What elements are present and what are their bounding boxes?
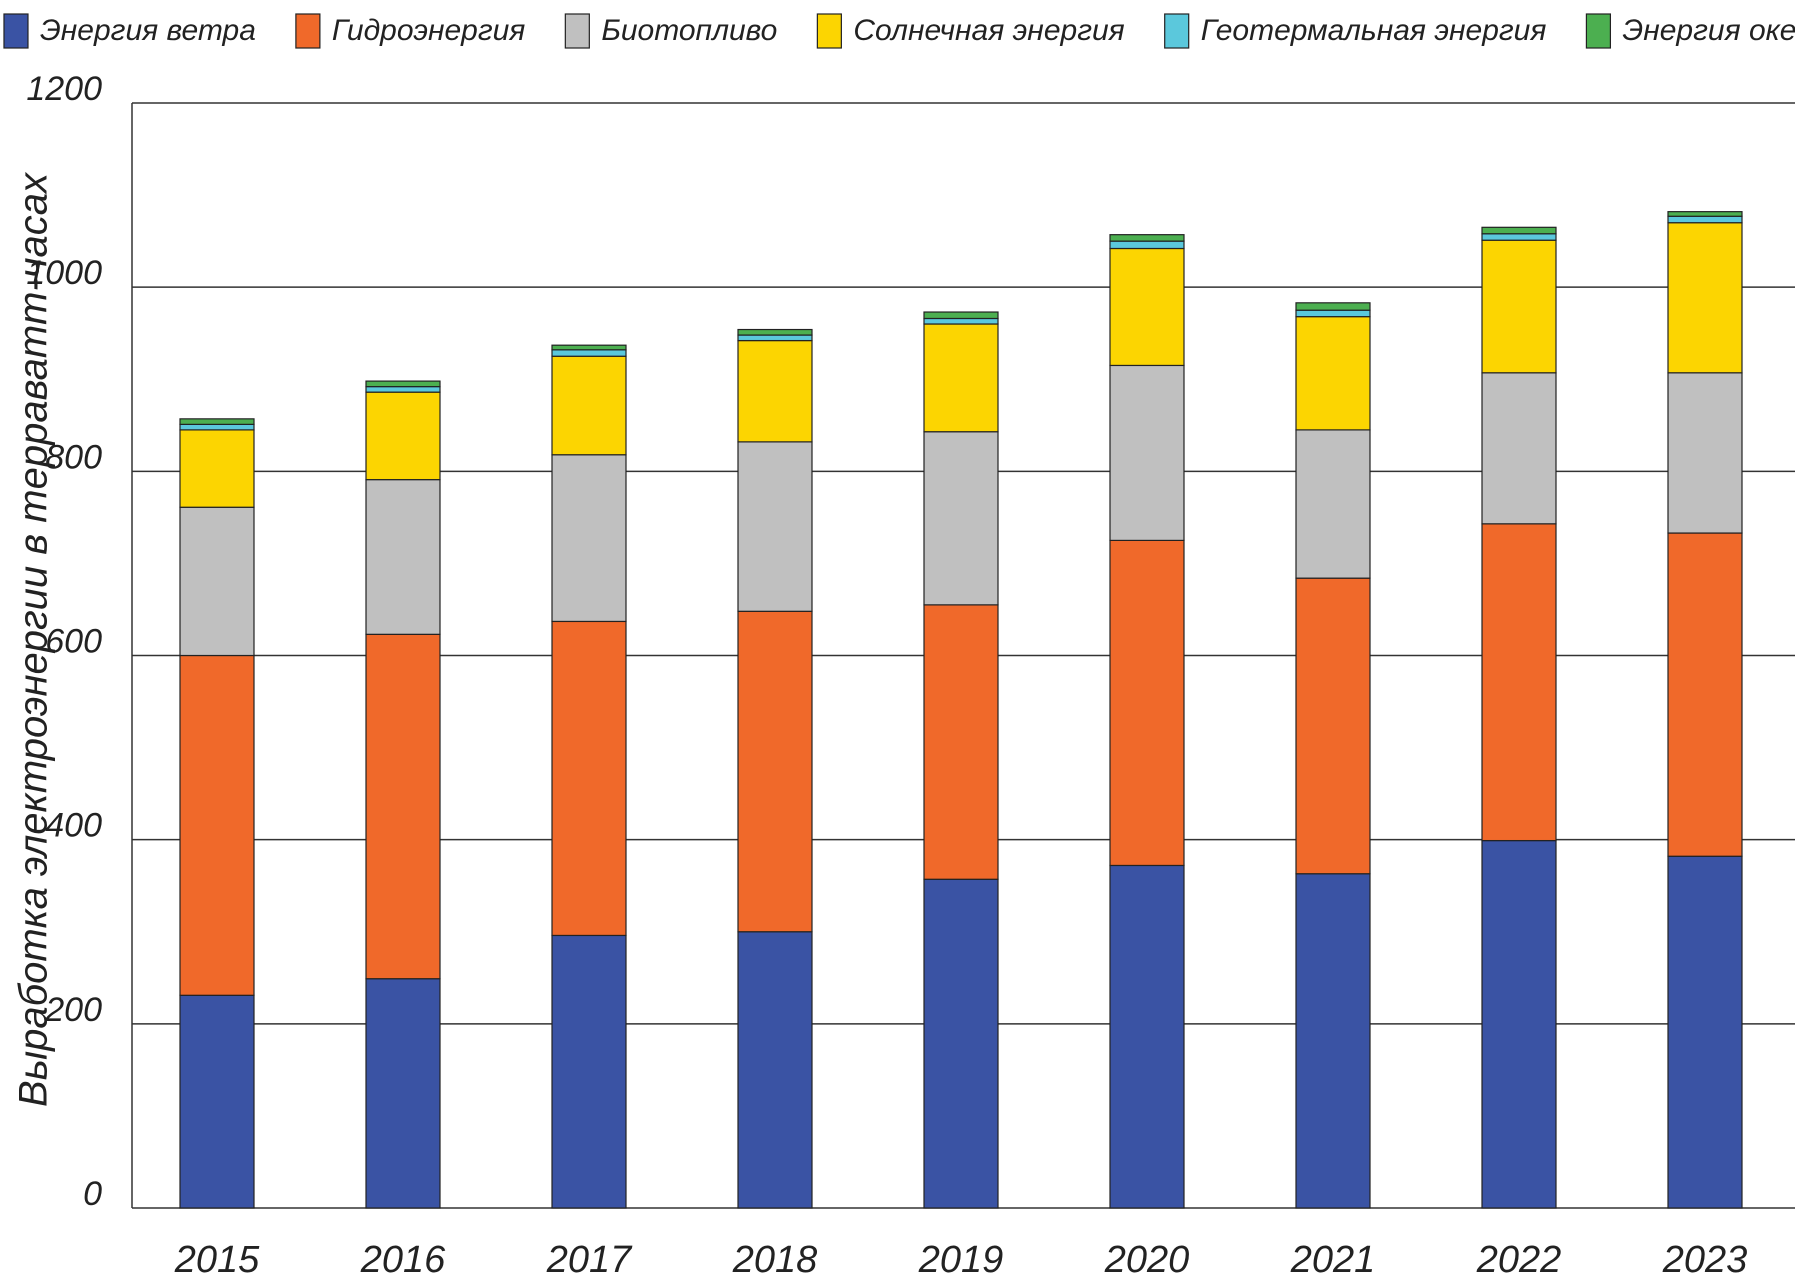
legend-label: Геотермальная энергия (1201, 14, 1547, 47)
x-tick-label: 2023 (1662, 1239, 1748, 1281)
bar-segment (1481, 372, 1557, 525)
bar-segment (179, 506, 255, 657)
bar-segment (551, 349, 627, 357)
legend-swatch (564, 13, 590, 49)
legend-label: Энергия ветра (40, 14, 256, 47)
bar-segment (923, 878, 999, 1209)
x-tick-label: 2020 (1104, 1239, 1190, 1281)
bar-segment (551, 934, 627, 1209)
bar-segment (737, 334, 813, 342)
bar-segment (1295, 873, 1371, 1209)
bar-segment (1295, 316, 1371, 431)
bar-segment (1667, 372, 1743, 534)
x-tick-label: 2021 (1290, 1239, 1376, 1281)
bar-segment (737, 441, 813, 612)
bar-segment (1109, 864, 1185, 1209)
x-tick-label: 2022 (1476, 1239, 1562, 1281)
bar-segment (551, 454, 627, 623)
legend-swatch (295, 13, 321, 49)
bar-segment (551, 344, 627, 351)
y-tick-label: 800 (45, 438, 102, 476)
legend-swatch (3, 13, 29, 49)
bar-segment (1295, 429, 1371, 579)
bar-segment (1109, 539, 1185, 867)
bar-segment (1295, 577, 1371, 875)
bar-segment (551, 355, 627, 456)
x-tick-label: 2016 (360, 1239, 446, 1281)
x-tick-label: 2019 (918, 1239, 1004, 1281)
bar-segment (923, 323, 999, 433)
legend-label: Солнечная энергия (853, 14, 1124, 47)
y-tick-label: 0 (83, 1175, 102, 1213)
bar-segment (365, 386, 441, 393)
bar-segment (737, 931, 813, 1209)
bar-segment (179, 994, 255, 1209)
bar-segment (1667, 215, 1743, 224)
legend-swatch (816, 13, 842, 49)
y-tick-label: 600 (45, 622, 102, 660)
bar-segment (1295, 309, 1371, 318)
legend-label: Энергия океана (1622, 14, 1795, 47)
bar-segment (1667, 211, 1743, 217)
legend-label: Биотопливо (601, 14, 777, 47)
y-tick-label: 1200 (26, 70, 102, 108)
y-tick-label: 1000 (26, 254, 102, 292)
bar-segment (737, 339, 813, 443)
bar-segment (1481, 523, 1557, 842)
bar-segment (365, 633, 441, 980)
y-tick-label: 200 (44, 991, 102, 1029)
bar-segment (1667, 532, 1743, 857)
bar-segment (365, 479, 441, 635)
bar-segment (1481, 226, 1557, 235)
bar-segment (923, 311, 999, 320)
bar-segment (551, 620, 627, 937)
bar-segment (1109, 234, 1185, 242)
bar-segment (1481, 233, 1557, 241)
bar-segment (1481, 239, 1557, 374)
bar-segment (923, 431, 999, 606)
bar-segment (1481, 839, 1557, 1209)
bar-segment (1667, 222, 1743, 374)
bar-segment (1109, 240, 1185, 250)
bar-segment (737, 328, 813, 336)
x-tick-label: 2017 (546, 1239, 633, 1281)
bar-segment (923, 317, 999, 325)
bar-segment (179, 423, 255, 431)
bar-segment (1667, 855, 1743, 1209)
bar-segment (737, 610, 813, 933)
legend-swatch (1585, 13, 1612, 49)
y-tick-label: 400 (45, 807, 102, 845)
bar-segment (365, 391, 441, 481)
bar-segment (365, 978, 441, 1209)
y-axis-title: Выработка электроэнергии в терраватт-час… (12, 171, 56, 1107)
bar-segment (179, 654, 255, 996)
x-tick-label: 2015 (174, 1239, 260, 1281)
legend-label: Гидроэнергия (332, 14, 525, 47)
bar-segment (1295, 302, 1371, 311)
bar-segment (1109, 247, 1185, 367)
bar-segment (923, 604, 999, 880)
x-tick-label: 2018 (732, 1239, 818, 1281)
bar-segment (1109, 364, 1185, 541)
legend-swatch (1164, 13, 1190, 49)
bar-segment (365, 380, 441, 388)
bar-segment (179, 418, 255, 425)
bar-segment (179, 429, 255, 508)
